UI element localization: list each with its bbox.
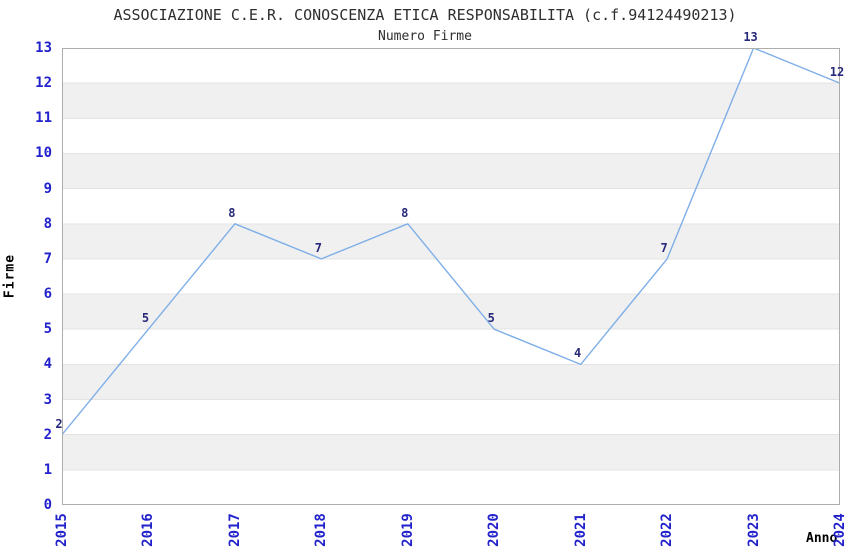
x-tick-label: 2024: [832, 513, 848, 547]
y-tick-label: 11: [35, 110, 52, 127]
plot-frame: [62, 48, 840, 505]
grid-band: [62, 434, 840, 470]
x-tick-label: 2016: [140, 513, 157, 547]
y-tick-label: 0: [43, 497, 52, 513]
data-point-label: 7: [660, 240, 668, 255]
x-tick-label: 2017: [226, 513, 243, 547]
x-tick-label: 2015: [54, 513, 70, 547]
y-tick-label: 9: [43, 180, 52, 197]
x-axis-title: Anno: [806, 531, 838, 546]
grid-band: [62, 153, 840, 189]
data-point-label: 5: [141, 311, 150, 326]
y-tick-label: 3: [43, 391, 52, 408]
data-point-label: 12: [829, 65, 845, 80]
data-point-label: 13: [743, 30, 758, 44]
data-point-label: 8: [228, 205, 236, 220]
y-tick-label: 7: [43, 250, 52, 267]
plot-canvas: [62, 48, 840, 505]
grid-band: [62, 364, 840, 400]
y-tick-label: 5: [43, 321, 52, 338]
y-tick-label: 6: [43, 286, 52, 303]
plot-area: [62, 48, 840, 505]
y-tick-label: 2: [43, 426, 52, 443]
y-tick-label: 8: [43, 215, 52, 232]
x-tick-label: 2021: [572, 513, 589, 547]
y-tick-label: 13: [35, 40, 52, 56]
grid-band: [62, 83, 840, 119]
y-tick-label: 12: [35, 75, 52, 92]
x-tick-label: 2022: [659, 513, 676, 547]
grid-band: [62, 294, 840, 330]
data-point-label: 2: [55, 416, 63, 431]
x-tick-label: 2018: [313, 513, 330, 547]
x-tick-label: 2019: [399, 513, 416, 547]
chart-title: ASSOCIAZIONE C.E.R. CONOSCENZA ETICA RES…: [113, 6, 737, 24]
x-tick-label: 2023: [745, 513, 762, 547]
y-tick-label: 10: [35, 145, 52, 162]
y-tick-label: 4: [43, 356, 52, 373]
data-point-label: 4: [574, 346, 582, 361]
chart-subtitle: Numero Firme: [378, 29, 472, 44]
data-point-label: 8: [401, 205, 409, 220]
y-tick-label: 1: [43, 461, 52, 478]
data-point-label: 7: [314, 240, 322, 255]
grid-band: [62, 223, 840, 259]
x-tick-label: 2020: [486, 513, 503, 547]
data-point-label: 5: [487, 311, 495, 326]
data-line-series: [62, 48, 840, 436]
